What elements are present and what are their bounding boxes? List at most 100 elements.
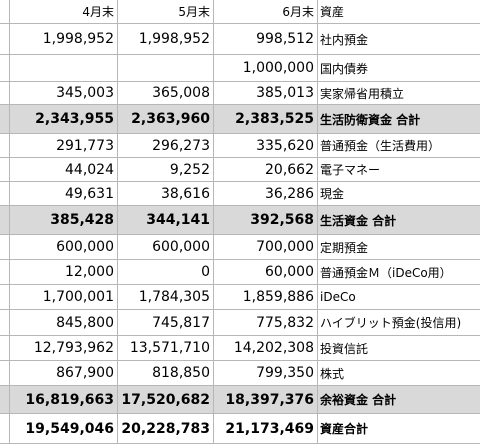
cell-april[interactable]: 2,343,955 [10,105,118,134]
row-margin-cell[interactable] [0,386,10,414]
cell-asset-label[interactable]: 普通預金Ｍ（iDeCo用） [318,260,480,285]
cell-june[interactable]: 2,383,525 [214,105,318,134]
cell-may[interactable]: 17,520,682 [118,386,214,414]
cell-june[interactable]: 14,202,308 [214,336,318,361]
row-margin-cell[interactable] [0,336,10,361]
cell-asset-label[interactable]: 現金 [318,182,480,206]
cell-april[interactable]: 19,549,046 [10,414,118,444]
header-asset[interactable]: 資産 [318,0,480,24]
cell-april[interactable]: 44,024 [10,158,118,182]
cell-asset-label[interactable]: 生活資金 合計 [318,206,480,235]
cell-asset-label[interactable]: 定期預金 [318,235,480,260]
cell-may[interactable]: 13,571,710 [118,336,214,361]
cell-may[interactable] [118,55,214,82]
cell-asset-label[interactable]: 投資信託 [318,336,480,361]
cell-april[interactable]: 845,800 [10,310,118,336]
cell-april[interactable]: 1,700,001 [10,285,118,310]
header-month-6[interactable]: 6月末 [214,0,318,24]
cell-april[interactable]: 291,773 [10,134,118,158]
cell-may[interactable]: 9,252 [118,158,214,182]
cell-april[interactable]: 12,793,962 [10,336,118,361]
cell-may[interactable]: 296,273 [118,134,214,158]
cell-april[interactable] [10,55,118,82]
row-margin-cell[interactable] [0,260,10,285]
cell-may[interactable]: 1,998,952 [118,24,214,55]
cell-may[interactable]: 745,817 [118,310,214,336]
header-row: 4月末 5月末 6月末 資産 [0,0,480,24]
row-margin-cell[interactable] [0,182,10,206]
row-margin-cell[interactable] [0,55,10,82]
cell-june[interactable]: 998,512 [214,24,318,55]
row-margin-cell[interactable] [0,134,10,158]
row-header-cell[interactable] [0,0,10,24]
cell-may[interactable]: 38,616 [118,182,214,206]
table-row: 1,000,000 国内債券 [0,55,480,82]
cell-asset-label[interactable]: 普通預金（生活費用） [318,134,480,158]
cell-june[interactable]: 21,173,469 [214,414,318,444]
table-row: 12,793,962 13,571,710 14,202,308 投資信託 [0,336,480,361]
cell-asset-label[interactable]: 電子マネー [318,158,480,182]
cell-asset-label[interactable]: 余裕資金 合計 [318,386,480,414]
cell-may[interactable]: 1,784,305 [118,285,214,310]
cell-asset-label[interactable]: 国内債券 [318,55,480,82]
cell-may[interactable]: 20,228,783 [118,414,214,444]
cell-june[interactable]: 18,397,376 [214,386,318,414]
table-row: 600,000 600,000 700,000 定期預金 [0,235,480,260]
row-margin-cell[interactable] [0,285,10,310]
cell-june[interactable]: 385,013 [214,82,318,105]
row-margin-cell[interactable] [0,105,10,134]
cell-may[interactable]: 0 [118,260,214,285]
row-margin-cell[interactable] [0,24,10,55]
cell-asset-label[interactable]: 資産合計 [318,414,480,444]
cell-april[interactable]: 1,998,952 [10,24,118,55]
cell-june[interactable]: 1,000,000 [214,55,318,82]
table-row: 44,024 9,252 20,662 電子マネー [0,158,480,182]
cell-asset-label[interactable]: 社内預金 [318,24,480,55]
row-margin-cell[interactable] [0,361,10,386]
cell-april[interactable]: 867,900 [10,361,118,386]
row-margin-cell[interactable] [0,310,10,336]
cell-june[interactable]: 775,832 [214,310,318,336]
table-row: 867,900 818,850 799,350 株式 [0,361,480,386]
cell-april[interactable]: 12,000 [10,260,118,285]
row-margin-cell[interactable] [0,158,10,182]
cell-june[interactable]: 700,000 [214,235,318,260]
cell-asset-label[interactable]: 生活防衛資金 合計 [318,105,480,134]
cell-june[interactable]: 1,859,886 [214,285,318,310]
cell-may[interactable]: 600,000 [118,235,214,260]
table-row: 345,003 365,008 385,013 実家帰省用積立 [0,82,480,105]
cell-asset-label[interactable]: 株式 [318,361,480,386]
table-row: 845,800 745,817 775,832 ハイブリット預金(投信用) [0,310,480,336]
header-month-4[interactable]: 4月末 [10,0,118,24]
cell-june[interactable]: 60,000 [214,260,318,285]
cell-april[interactable]: 16,819,663 [10,386,118,414]
cell-may[interactable]: 344,141 [118,206,214,235]
cell-june[interactable]: 36,286 [214,182,318,206]
header-month-5[interactable]: 5月末 [118,0,214,24]
table-row: 12,000 0 60,000 普通預金Ｍ（iDeCo用） [0,260,480,285]
grand-total-row: 19,549,046 20,228,783 21,173,469 資産合計 [0,414,480,444]
row-margin-cell[interactable] [0,82,10,105]
subtotal-row: 2,343,955 2,363,960 2,383,525 生活防衛資金 合計 [0,105,480,134]
cell-april[interactable]: 345,003 [10,82,118,105]
cell-june[interactable]: 799,350 [214,361,318,386]
cell-june[interactable]: 392,568 [214,206,318,235]
row-margin-cell[interactable] [0,206,10,235]
cell-may[interactable]: 2,363,960 [118,105,214,134]
cell-april[interactable]: 49,631 [10,182,118,206]
cell-asset-label[interactable]: ハイブリット預金(投信用) [318,310,480,336]
table-row: 291,773 296,273 335,620 普通預金（生活費用） [0,134,480,158]
cell-june[interactable]: 20,662 [214,158,318,182]
cell-april[interactable]: 385,428 [10,206,118,235]
cell-may[interactable]: 818,850 [118,361,214,386]
subtotal-row: 16,819,663 17,520,682 18,397,376 余裕資金 合計 [0,386,480,414]
cell-june[interactable]: 335,620 [214,134,318,158]
cell-asset-label[interactable]: iDeCo [318,285,480,310]
row-margin-cell[interactable] [0,414,10,444]
cell-may[interactable]: 365,008 [118,82,214,105]
cell-asset-label[interactable]: 実家帰省用積立 [318,82,480,105]
subtotal-row: 385,428 344,141 392,568 生活資金 合計 [0,206,480,235]
cell-april[interactable]: 600,000 [10,235,118,260]
row-margin-cell[interactable] [0,235,10,260]
